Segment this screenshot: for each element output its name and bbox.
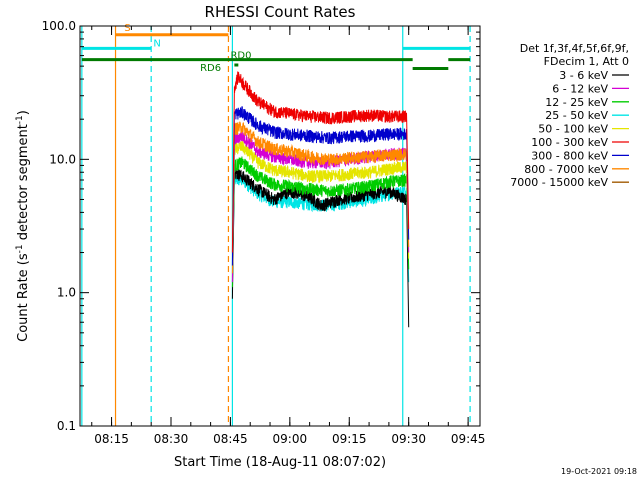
legend-label: 50 - 100 keV xyxy=(538,123,608,136)
y-axis-label-main: Count Rate (s xyxy=(16,253,31,342)
x-axis-label: Start Time (18-Aug-11 08:07:02) xyxy=(174,455,386,470)
y-axis-label-mid: detector segment xyxy=(16,124,31,244)
legend-label: 300 - 800 keV xyxy=(531,149,608,162)
legend-label: 3 - 6 keV xyxy=(559,69,608,82)
x-tick-label: 08:45 xyxy=(213,432,248,446)
x-tick-label: 09:00 xyxy=(273,432,308,446)
series-line-800-7000-kev xyxy=(231,121,410,274)
legend-label: 7000 - 15000 keV xyxy=(510,176,608,189)
x-tick-label: 08:15 xyxy=(94,432,129,446)
x-axis-ticks: 08:15 08:30 08:45 09:00 09:15 09:30 09:45 xyxy=(91,26,486,446)
x-tick-label: 09:15 xyxy=(332,432,367,446)
legend: Det 1f,3f,4f,5f,6f,9f, FDecim 1, Att 0 3… xyxy=(510,42,629,189)
flag-label-n: N xyxy=(153,39,160,50)
flag-label-rd0: RD0 xyxy=(230,51,251,62)
legend-label: 6 - 12 keV xyxy=(552,82,608,95)
vertical-markers xyxy=(81,26,471,426)
y-tick-label: 10.0 xyxy=(49,152,76,166)
y-tick-label: 0.1 xyxy=(57,419,76,433)
y-axis-label-sup2: -1 xyxy=(15,115,25,124)
legend-header-1: Det 1f,3f,4f,5f,6f,9f, xyxy=(520,42,629,55)
chart-title: RHESSI Count Rates xyxy=(205,3,356,21)
legend-label: 100 - 300 keV xyxy=(531,136,608,149)
y-axis-label: Count Rate (s-1 detector segment-1) xyxy=(15,110,31,342)
series-layer xyxy=(231,71,410,328)
legend-label: 12 - 25 keV xyxy=(545,96,608,109)
y-axis-label-sup: -1 xyxy=(15,244,25,253)
series-line-50-100-kev xyxy=(231,140,410,278)
x-tick-label: 09:45 xyxy=(451,432,486,446)
legend-label: 25 - 50 keV xyxy=(545,109,608,122)
legend-header-2: FDecim 1, Att 0 xyxy=(544,55,629,68)
legend-label: 800 - 7000 keV xyxy=(524,163,608,176)
flag-bars xyxy=(81,33,471,71)
flag-label-s: S xyxy=(124,23,130,34)
x-tick-label: 08:30 xyxy=(154,432,189,446)
series-line-300-800-kev xyxy=(231,106,410,266)
footer-timestamp: 19-Oct-2021 09:18 xyxy=(561,467,637,476)
flag-label-rd6: RD6 xyxy=(200,63,221,74)
series-line-12-25-kev xyxy=(231,156,410,288)
flag-labels: S N RD0 RD6 xyxy=(124,23,251,74)
y-tick-label: 1.0 xyxy=(57,286,76,300)
y-axis-label-end: ) xyxy=(16,110,31,115)
series-line-100-300-kev xyxy=(231,71,410,253)
plot-frame xyxy=(79,25,481,427)
x-tick-label: 09:30 xyxy=(391,432,426,446)
y-axis-ticks: 0.1 1.0 10.0 100.0 xyxy=(42,19,480,433)
y-tick-label: 100.0 xyxy=(42,19,76,33)
